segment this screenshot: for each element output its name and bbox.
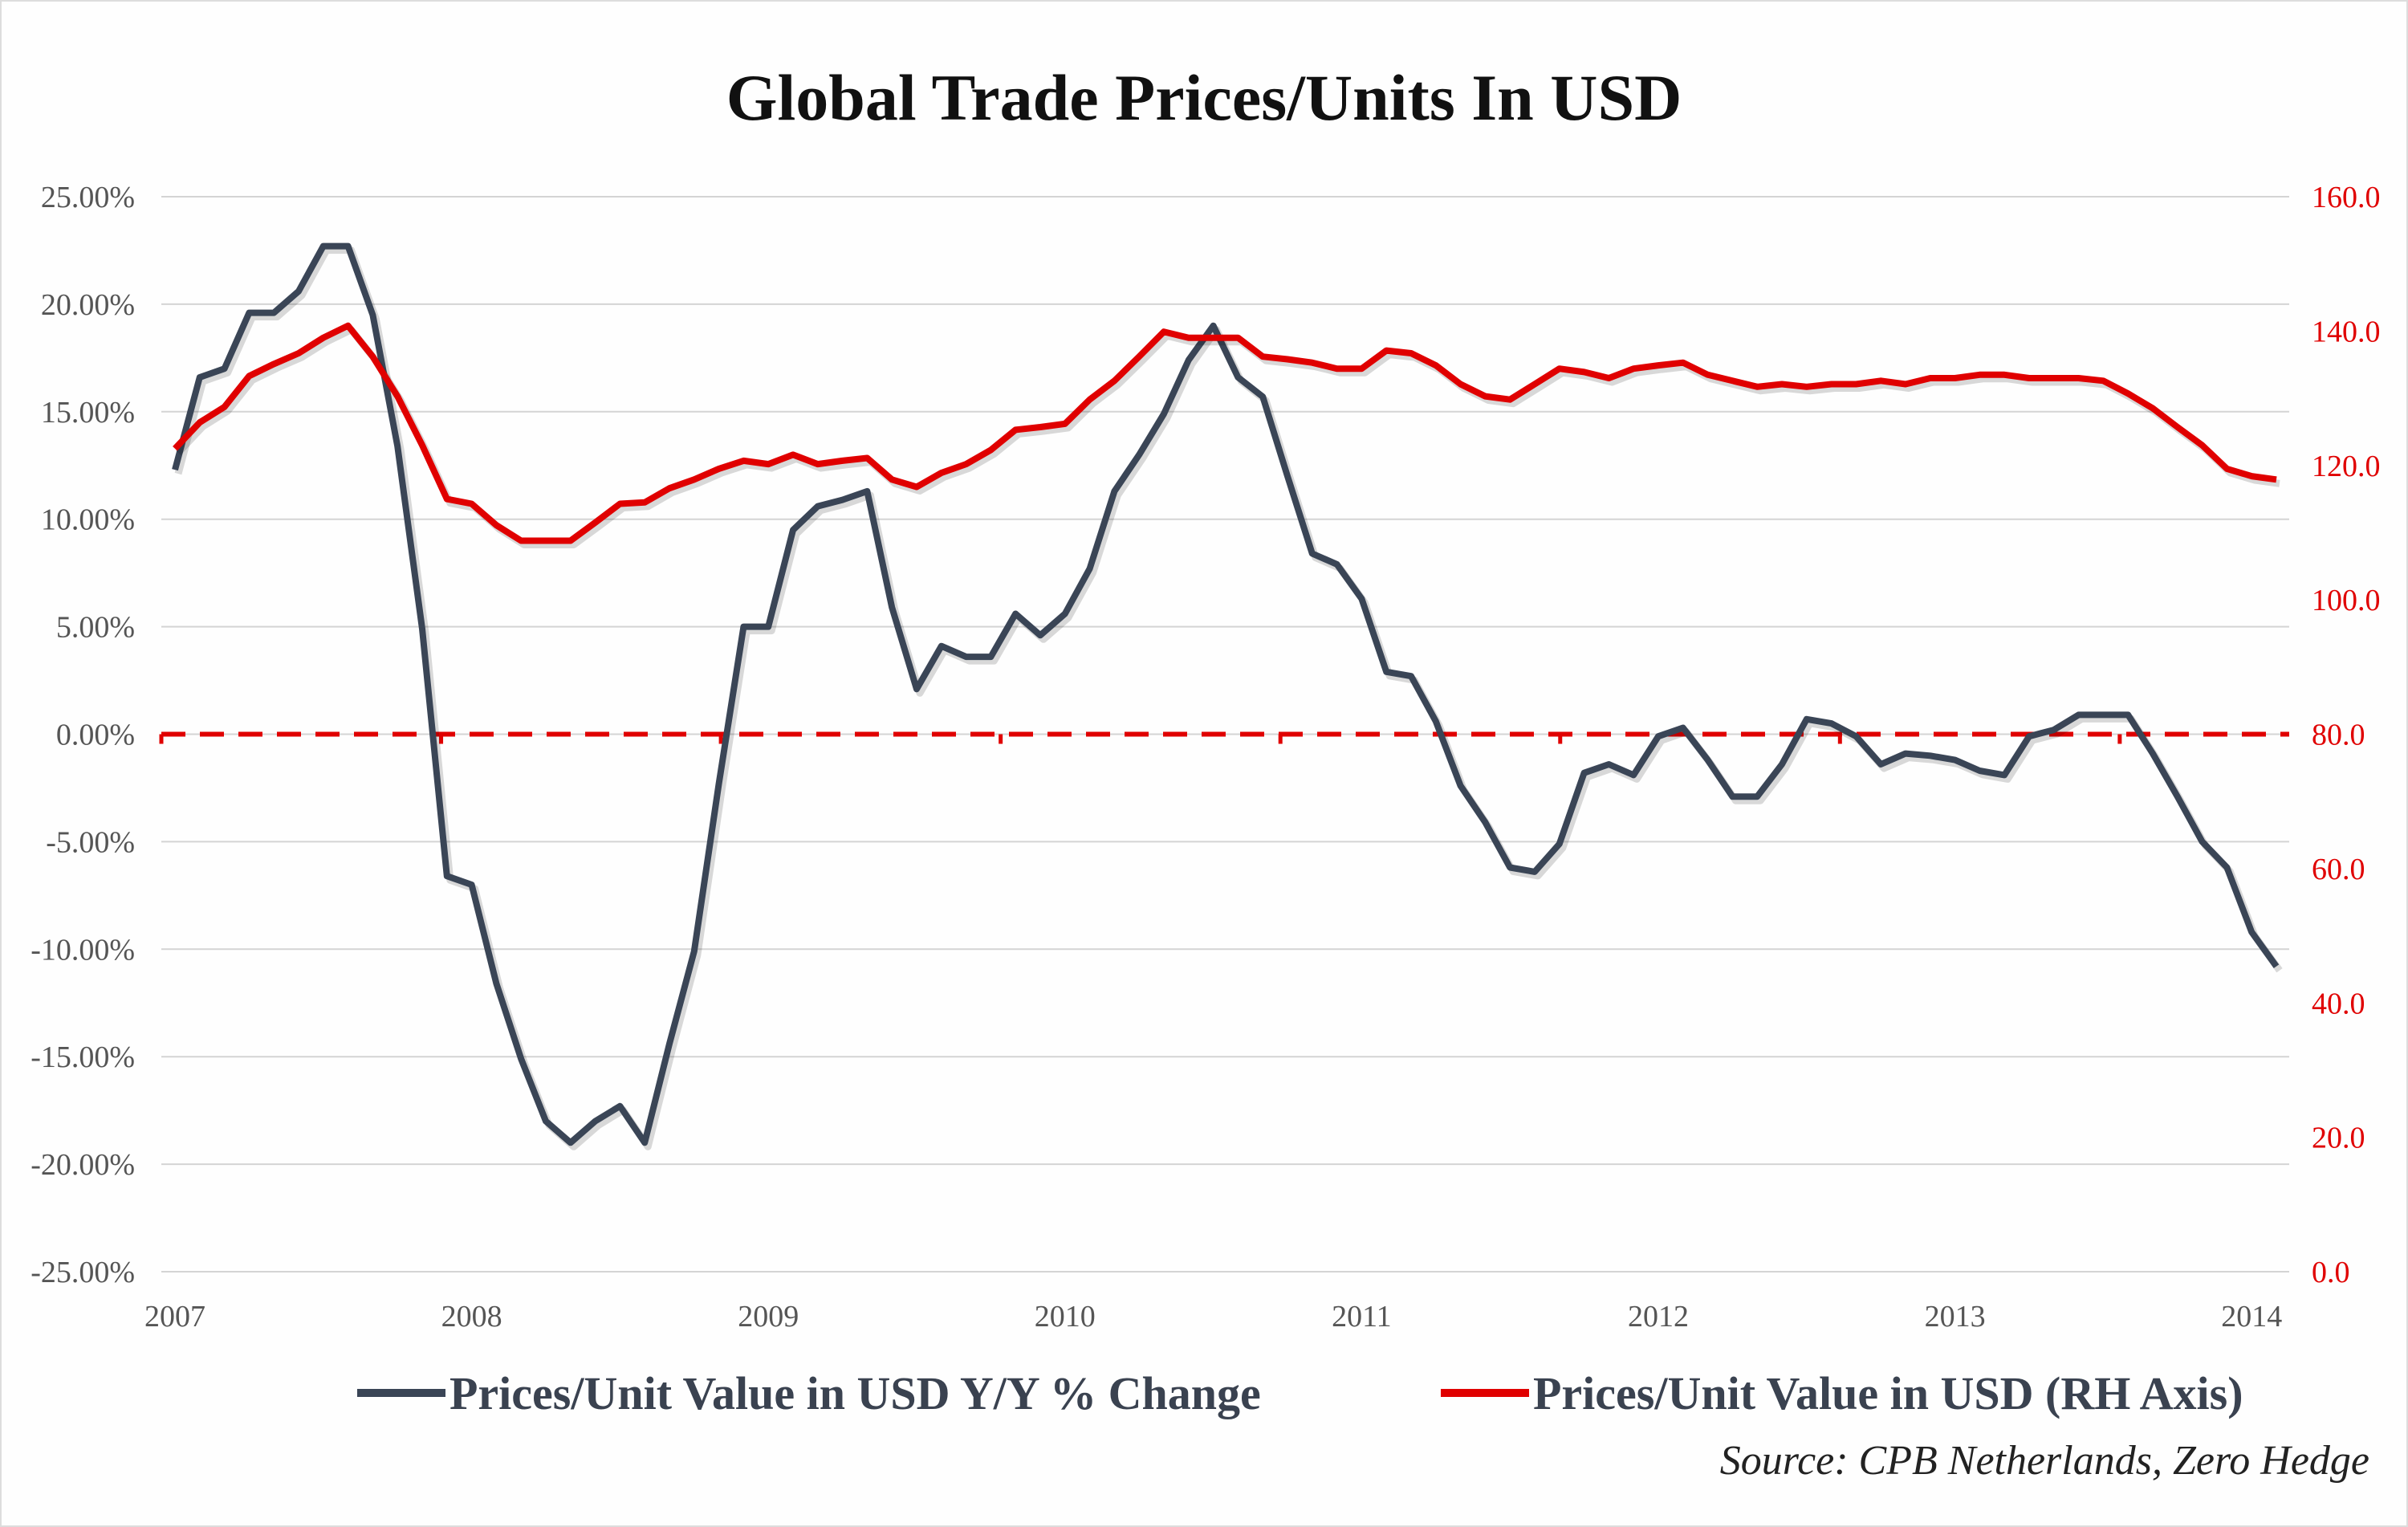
legend-label: Prices/Unit Value in USD (RH Axis) [1533,1367,2243,1419]
left-axis-tick-label: 20.00% [41,288,135,322]
right-axis-tick-label: 40.0 [2312,987,2365,1020]
series-line-shadow [175,326,2280,548]
right-axis-tick-label: 80.0 [2312,719,2365,752]
right-axis-tick-label: 20.0 [2312,1122,2365,1155]
left-axis-tick-label: 10.00% [41,503,135,537]
right-axis-tick-label: 140.0 [2312,315,2381,348]
x-axis-tick-label: 2012 [1628,1300,1689,1334]
left-axis-tick-label: -25.00% [31,1256,135,1289]
yoy-change-line [172,242,2280,1146]
right-axis-tick-label: 100.0 [2312,584,2381,617]
right-axis-tick-label: 120.0 [2312,450,2381,483]
x-axis-tick-label: 2011 [1332,1300,1392,1334]
chart-title: Global Trade Prices/Units In USD [726,61,1682,134]
right-axis-tick-label: 0.0 [2312,1256,2350,1289]
x-axis-tick-label: 2009 [738,1300,799,1334]
left-axis-tick-label: 15.00% [41,396,135,430]
left-axis-tick-label: -10.00% [31,933,135,967]
right-axis-tick-label: 60.0 [2312,853,2365,886]
source-note: Source: CPB Netherlands, Zero Hedge [1719,1438,2369,1484]
price-index-line [173,322,2277,544]
right-axis-tick-label: 160.0 [2312,181,2381,214]
left-axis-tick-label: -5.00% [46,825,135,859]
x-axis-tick-label: 2008 [441,1300,502,1334]
left-axis-tick-label: -20.00% [31,1148,135,1182]
left-axis-tick-label: 0.00% [56,719,135,752]
left-axis-tick-label: 5.00% [56,611,135,645]
left-axis-tick-label: -15.00% [31,1040,135,1074]
x-axis-tick-label: 2010 [1035,1300,1096,1334]
x-axis-tick-label: 2014 [2221,1300,2282,1334]
legend-label: Prices/Unit Value in USD Y/Y % Change [449,1367,1261,1419]
x-axis-tick-label: 2013 [1925,1300,1986,1334]
x-axis-tick-label: 2007 [144,1300,205,1334]
left-axis-tick-label: 25.00% [41,181,135,214]
